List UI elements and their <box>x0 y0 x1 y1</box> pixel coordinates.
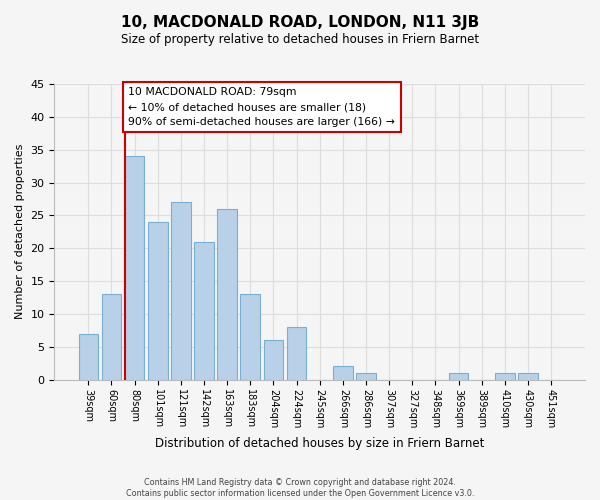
Text: 10, MACDONALD ROAD, LONDON, N11 3JB: 10, MACDONALD ROAD, LONDON, N11 3JB <box>121 15 479 30</box>
Bar <box>241 294 260 380</box>
Text: 10 MACDONALD ROAD: 79sqm
← 10% of detached houses are smaller (18)
90% of semi-d: 10 MACDONALD ROAD: 79sqm ← 10% of detach… <box>128 88 395 127</box>
Y-axis label: Number of detached properties: Number of detached properties <box>15 144 25 320</box>
Bar <box>194 242 214 380</box>
Bar <box>125 156 145 380</box>
Bar <box>356 373 376 380</box>
Bar <box>101 294 121 380</box>
Bar <box>148 222 167 380</box>
Bar <box>287 327 307 380</box>
Bar <box>495 373 515 380</box>
Bar <box>333 366 353 380</box>
Text: Contains HM Land Registry data © Crown copyright and database right 2024.
Contai: Contains HM Land Registry data © Crown c… <box>126 478 474 498</box>
Bar <box>217 209 237 380</box>
Bar <box>171 202 191 380</box>
Bar <box>79 334 98 380</box>
X-axis label: Distribution of detached houses by size in Friern Barnet: Distribution of detached houses by size … <box>155 437 484 450</box>
Bar <box>263 340 283 380</box>
Bar <box>449 373 469 380</box>
Text: Size of property relative to detached houses in Friern Barnet: Size of property relative to detached ho… <box>121 32 479 46</box>
Bar <box>518 373 538 380</box>
